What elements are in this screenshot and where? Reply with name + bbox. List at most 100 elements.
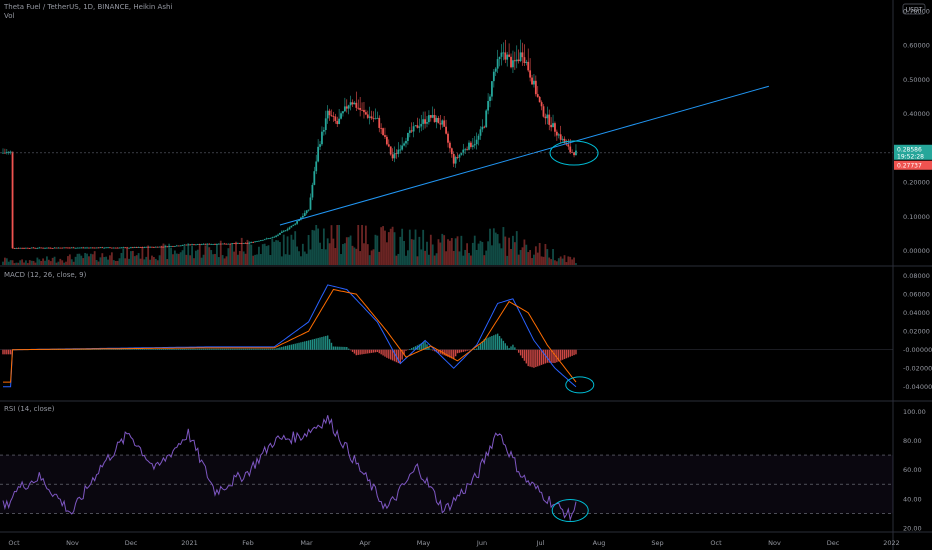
volume-bar [343,243,346,265]
volume-bar [403,241,405,265]
macd-histogram-bar [128,349,130,350]
volume-bar [288,254,291,265]
volume-bar [471,242,474,265]
candle-body [152,247,155,248]
macd-histogram-bar [506,345,508,350]
macd-histogram-bar [122,349,125,350]
macd-histogram-bar [481,341,484,350]
volume-bar [429,234,432,265]
volume-bar [372,249,375,265]
volume-bar [525,244,528,265]
macd-histogram-bar [311,339,314,350]
candle-body [426,122,428,124]
volume-bar [531,258,533,265]
volume-bar [53,256,56,265]
macd-histogram-bar [294,343,296,350]
volume-bar [431,244,434,265]
candle-body [246,242,249,244]
volume-bar [51,257,54,265]
candle-body [151,246,153,248]
volume-bar [494,232,497,265]
candle-body [510,56,512,68]
candle-body [25,247,27,249]
macd-histogram-bar [538,349,541,366]
volume-bar [449,240,451,265]
volume-bar [162,243,165,265]
volume-bar [555,261,558,265]
volume-bar [145,256,148,265]
candle-body [542,106,545,117]
candle-body [322,130,325,132]
volume-bar [168,243,171,265]
volume-bar [575,263,577,265]
macd-line [3,284,577,388]
macd-histogram-bar [372,349,375,353]
candle-body [435,118,438,123]
macd-axis-tick-label: -0.04000 [903,383,932,391]
macd-histogram-bar [514,347,516,350]
macd-histogram-bar [495,334,497,350]
candle-body [263,239,266,241]
candle-body [475,139,478,145]
candle-body [326,110,329,119]
macd-histogram-bar [332,346,335,350]
volume-bar [204,245,207,265]
volume-bar [489,228,491,265]
volume-bar [311,229,314,265]
macd-histogram-bar [328,339,331,350]
candle-body [114,247,117,249]
candle-body [525,61,528,63]
volume-bar [540,256,543,265]
macd-histogram-bar [120,349,123,350]
macd-histogram-bar [216,348,218,350]
candle-body [353,102,356,105]
candle-body [112,247,115,249]
volume-bar [401,228,404,265]
macd-histogram-bar [390,349,392,360]
candle-body [154,246,157,248]
volume-bar [563,255,566,265]
volume-bar [137,253,140,265]
volume-bar [4,257,6,265]
volume-bar [23,262,25,265]
volume-bar [338,225,341,265]
candle-body [389,146,392,155]
volume-bar [47,259,50,265]
macd-histogram-bar [170,348,172,350]
candle-body [517,59,520,62]
macd-histogram-bar [521,349,524,359]
macd-histogram-bar [342,346,344,350]
candle-body [238,243,241,244]
macd-histogram-bar [281,346,283,350]
macd-histogram-bar [284,346,287,350]
volume-bar [552,249,554,265]
candle-body [168,246,171,247]
candle-body [395,153,398,155]
candle-body [328,110,331,116]
candle-body [418,126,421,128]
macd-histogram-bar [126,349,128,350]
rsi-axis-tick-label: 20.00 [903,525,922,533]
macd-histogram-bar [147,349,149,350]
volume-bar [237,254,239,265]
volume-bar [133,256,136,265]
candle-body [219,243,222,245]
macd-histogram-bar [181,348,184,350]
macd-histogram-bar [210,348,212,350]
candle-body [303,213,306,216]
volume-bar [542,256,545,265]
candle-body [288,227,291,230]
volume-bar [378,251,381,265]
volume-bar [294,231,297,265]
candle-body [91,247,94,249]
volume-bar [242,251,245,265]
candle-body [202,243,205,245]
macd-histogram-bar [317,337,319,350]
macd-histogram-bar [160,348,163,350]
vol-label: Vol [4,12,15,20]
volume-bar [15,262,18,265]
macd-histogram-bar [365,349,367,354]
volume-bar [385,242,388,265]
macd-histogram-bar [367,349,369,354]
